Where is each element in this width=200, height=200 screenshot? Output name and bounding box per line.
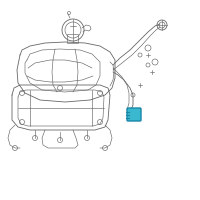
FancyBboxPatch shape: [127, 108, 141, 121]
